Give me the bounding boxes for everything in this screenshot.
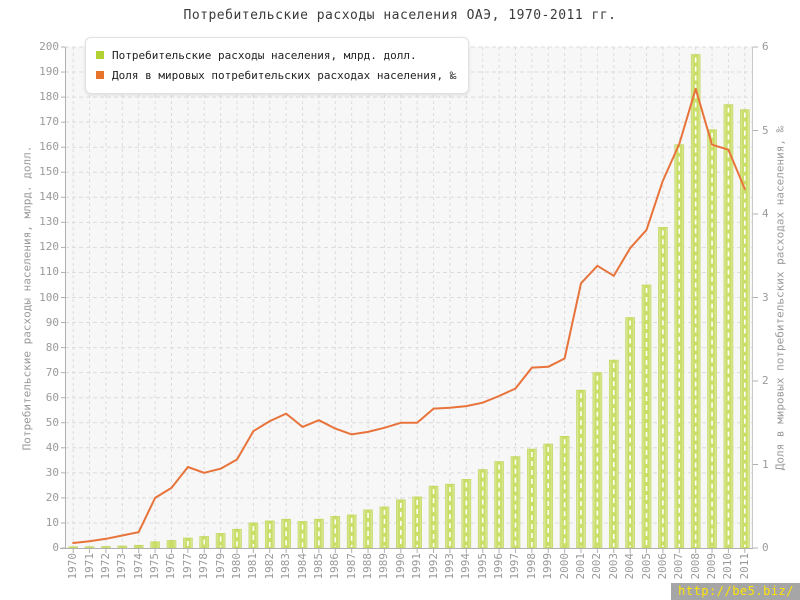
x-axis-label: 1990: [393, 553, 407, 580]
bar-1974: [133, 544, 144, 549]
x-axis-label: 1977: [180, 553, 194, 580]
x-axis-label: 1978: [197, 553, 211, 580]
bar-1970: [68, 546, 78, 549]
y-axis-label-left: 30: [45, 465, 59, 479]
bar-1972: [101, 546, 111, 549]
y-axis-label-left: 20: [45, 490, 59, 504]
y-axis-label-left: 90: [45, 315, 59, 329]
y-axis-label-left: 180: [39, 90, 59, 104]
x-axis-label: 1970: [66, 553, 80, 580]
x-axis-label: 1985: [311, 553, 325, 580]
y-axis-label-left: 0: [52, 541, 59, 554]
x-axis-label: 1991: [410, 553, 424, 580]
x-axis-label: 1983: [279, 553, 293, 580]
legend-label-bars: Потребительские расходы населения, млрд.…: [112, 48, 417, 62]
legend-item-line: Доля в мировых потребительских расходах …: [96, 65, 456, 85]
y-axis-label-right: 6: [762, 40, 769, 53]
y-axis-label-left: 10: [45, 515, 59, 529]
y-axis-label-left: 100: [39, 290, 59, 304]
x-axis-label: 2001: [574, 553, 587, 580]
x-axis-label: 1972: [98, 553, 112, 580]
bar-1971: [84, 546, 95, 549]
x-axis-label: 1994: [459, 553, 473, 580]
y-axis-label-left: 110: [39, 265, 59, 279]
y-axis-label-right: 5: [762, 123, 769, 137]
y-axis-label-left: 50: [45, 415, 59, 429]
legend-swatch-bars-icon: [96, 51, 104, 59]
x-axis-label: 1997: [508, 553, 522, 580]
bar-1976: [166, 540, 177, 549]
y-axis-label-right: 1: [762, 457, 769, 471]
y-axis-label-right: 2: [762, 374, 769, 387]
x-axis-label: 1973: [115, 553, 129, 580]
x-axis-label: 1989: [377, 553, 391, 580]
y-axis-label-left: 70: [45, 365, 59, 379]
watermark-link[interactable]: http://be5.biz/: [671, 583, 800, 600]
y-axis-label-right: 0: [762, 541, 769, 554]
legend-swatch-line-icon: [96, 71, 104, 79]
y-axis-label-left: 40: [45, 440, 59, 454]
y-axis-label-left: 170: [39, 115, 59, 129]
x-axis-label: 2003: [606, 553, 620, 580]
bar-1973: [117, 545, 128, 549]
x-axis-label: 1982: [262, 553, 276, 580]
x-axis-label: 1999: [541, 553, 555, 580]
y-axis-label-right: 4: [762, 207, 769, 220]
x-axis-label: 1976: [164, 553, 178, 580]
y-axis-label-left: 160: [39, 140, 59, 154]
x-axis-label: 1993: [442, 553, 456, 580]
x-axis-label: 1995: [475, 553, 489, 580]
y-axis-label-right: 3: [762, 290, 769, 304]
x-axis-label: 1998: [524, 553, 538, 580]
x-axis-label: 1979: [213, 553, 227, 580]
x-axis-label: 1981: [246, 553, 260, 580]
bar-1975: [150, 541, 160, 549]
x-axis-label: 1971: [82, 553, 96, 580]
legend-item-bars: Потребительские расходы населения, млрд.…: [96, 45, 456, 65]
x-axis-label: 1996: [492, 553, 506, 580]
x-axis-label: 1974: [131, 553, 145, 580]
y-axis-label-left: 140: [39, 190, 59, 204]
legend-box: Потребительские расходы населения, млрд.…: [85, 37, 470, 94]
chart-title: Потребительские расходы населения ОАЭ, 1…: [183, 8, 617, 23]
x-axis-label: 1988: [361, 553, 375, 580]
y-axis-label-left: 200: [39, 40, 59, 53]
y-axis-title-right: Доля в мировых потребительских расходах …: [773, 125, 787, 471]
x-axis-label: 2005: [639, 553, 653, 580]
y-axis-label-left: 80: [45, 340, 59, 354]
x-axis-label: 1980: [230, 553, 243, 580]
y-axis-label-left: 130: [39, 215, 59, 229]
x-axis-label: 2002: [590, 553, 604, 580]
x-axis-label: 1975: [148, 553, 162, 580]
y-axis-title-left: Потребительские расходы населения, млрд.…: [20, 145, 34, 451]
share-line: [72, 87, 746, 544]
y-axis-label-left: 60: [45, 390, 59, 404]
y-axis-label-left: 190: [39, 65, 59, 79]
x-axis-label: 2000: [557, 553, 571, 580]
x-axis-label: 1984: [295, 553, 309, 580]
y-axis-label-left: 150: [39, 165, 59, 179]
x-axis-label: 1987: [344, 553, 358, 580]
y-axis-label-left: 120: [39, 240, 59, 254]
x-axis-label: 2004: [623, 553, 637, 580]
legend-label-line: Доля в мировых потребительских расходах …: [112, 68, 457, 82]
x-axis-label: 1992: [426, 553, 440, 580]
x-axis-label: 1986: [328, 553, 342, 580]
plot-area: [60, 46, 758, 553]
x-axis-label: 2006: [655, 553, 669, 580]
